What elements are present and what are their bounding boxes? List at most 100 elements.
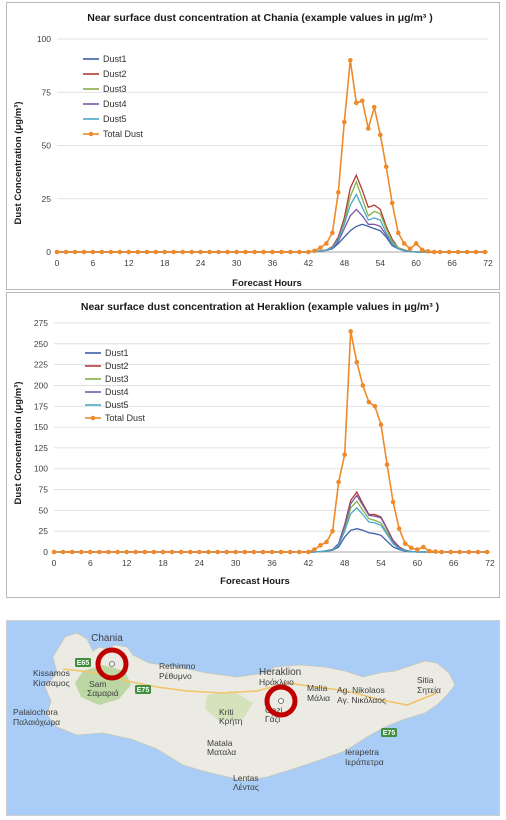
data-point [324,241,329,246]
x-tick-label: 30 [232,258,242,268]
place-sitia[interactable]: Sitia Σητεία [417,675,441,695]
legend-label: Dust3 [103,84,127,94]
place-matala[interactable]: Matala Ματαλα [207,738,236,757]
psiloritis-highlands [205,691,253,721]
data-point [260,549,266,555]
plot-area: 0 25 50 75 100 0 6 12 18 24 30 36 42 48 54 60 66 72 Dust1 D… [37,34,493,268]
place-heraklion[interactable]: Heraklion Ηράκλειο [259,667,301,687]
place-name-greek: Αγ. Νικόλαος [337,695,386,705]
data-point [360,383,366,388]
data-point [233,549,238,555]
x-tick-label: 72 [485,558,495,568]
data-point [225,249,230,255]
y-tick-label: 200 [34,380,48,390]
y-tick-label: 225 [34,360,48,370]
data-point [446,249,452,255]
data-point [473,249,479,255]
y-tick-label: 100 [37,34,51,44]
data-point [390,499,396,505]
data-point [336,190,341,195]
place-palaiochora[interactable]: Palaiochora Παλαιόχωρα [13,707,60,727]
data-point [135,249,141,255]
place-name-greek: Παλαιόχωρα [13,717,60,727]
place-lentas[interactable]: Lentas Λέντας [233,773,259,792]
x-tick-label: 18 [158,558,168,568]
place-name-greek: Γάζι [265,714,280,724]
place-kriti[interactable]: Κriti Κρήτη [219,707,243,726]
place-name-greek: Μάλια [307,693,330,703]
place-name-greek: Ρέθυμνο [159,671,192,681]
place-ierapetra[interactable]: Ierapetra Ιεράπετρα [345,747,384,767]
legend-label: Dust4 [103,99,127,109]
chania-marker[interactable] [95,647,129,681]
x-tick-label: 54 [376,558,386,568]
data-point [330,528,335,534]
main-road [62,668,438,706]
x-tick-label: 0 [55,258,60,268]
legend-label: Dust2 [105,361,129,371]
chania-chart-svg: Near surface dust concentration at Chani… [13,12,493,289]
data-point [395,230,401,236]
place-malia[interactable]: Malia Μάλια [307,683,330,703]
legend-label: Total Dust [105,413,146,423]
place-name: Ag. Nikolaos [337,685,385,695]
crete-map[interactable]: E65 E75 E75 Chania Kissamos Κίσσαμος Sam… [6,620,500,816]
legend-label: Dust4 [105,387,129,397]
data-point [464,249,470,255]
data-point [88,549,93,555]
series-line-dust3 [57,179,485,253]
y-tick-label: 75 [42,87,52,97]
legend-label: Dust5 [103,114,127,124]
place-name-greek: Σαμαριά [87,688,119,698]
data-point [342,452,347,457]
data-point [60,549,66,555]
road-label: E75 [137,687,150,694]
data-point [63,249,69,255]
data-point [90,249,96,255]
chart-title: Near surface dust concentration at Herak… [81,301,439,313]
x-tick-label: 36 [267,558,277,568]
legend-label: Dust1 [103,54,127,64]
data-point [365,126,371,131]
data-point [448,549,453,555]
place-chania[interactable]: Chania [91,633,123,644]
place-kissamos[interactable]: Kissamos Κίσσαμος [33,668,70,688]
data-point [189,249,194,255]
y-tick-label: 25 [39,526,49,536]
data-point [342,119,347,125]
data-point [270,249,275,255]
place-samaria[interactable]: Sam Σαμαριά [87,679,119,698]
data-point [81,249,87,255]
data-point [377,132,383,138]
data-point [431,249,437,255]
heraklion-marker[interactable] [264,684,298,718]
data-point [142,549,148,555]
x-tick-label: 24 [196,258,206,268]
y-axis-label: Dust Concentration (μg/m³) [13,102,24,225]
data-point [455,249,461,255]
data-point [371,104,377,110]
place-rethimno[interactable]: Rethimno Ρέθυμνο [159,661,196,681]
data-point [318,245,323,251]
data-point [372,403,378,409]
data-point [427,548,432,554]
place-name: Lentas [233,773,259,783]
series-line-dust2 [54,490,487,553]
place-name-greek: Λέντας [233,782,259,792]
data-point [408,545,414,551]
place-name: Heraklion [259,667,301,678]
data-point [126,249,132,255]
x-tick-label: 48 [340,558,350,568]
data-point [359,98,365,104]
data-point [261,249,266,255]
x-tick-label: 42 [304,558,314,568]
data-point [419,247,425,253]
series-line-dust2 [57,173,485,253]
data-point [207,249,212,255]
data-point [407,246,413,252]
series-line-dust4 [57,208,485,253]
data-point [330,230,335,236]
place-ag-nikolaos[interactable]: Ag. Nikolaos Αγ. Νικόλαος [337,685,386,705]
y-tick-label: 50 [42,141,52,151]
data-point [466,549,472,555]
